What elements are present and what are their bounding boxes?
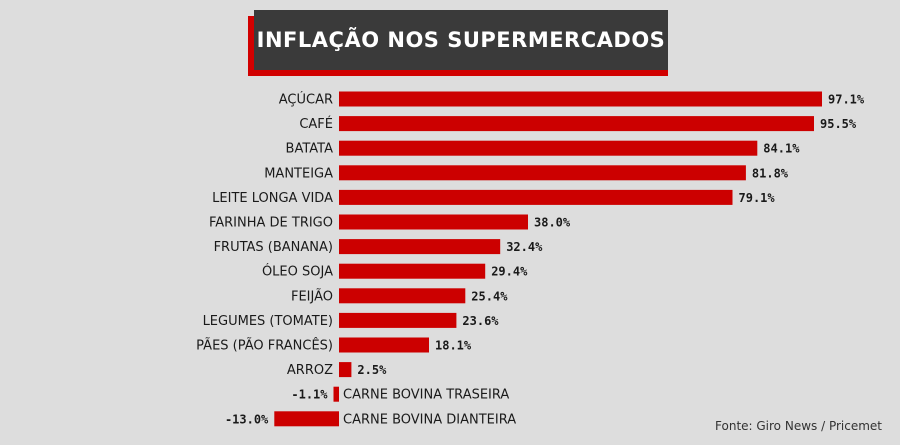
bar — [339, 116, 814, 132]
category-label: PÃES (PÃO FRANCÊS) — [196, 338, 333, 354]
category-label: CARNE BOVINA DIANTEIRA — [343, 412, 516, 427]
category-label: ARROZ — [287, 363, 333, 378]
category-label: AÇÚCAR — [279, 92, 333, 108]
value-label: 84.1% — [763, 142, 800, 156]
value-label: 23.6% — [462, 314, 499, 328]
bar — [339, 91, 822, 107]
category-label: CAFÉ — [299, 116, 333, 132]
bar — [339, 337, 429, 353]
value-label: 79.1% — [739, 191, 776, 205]
bar — [339, 165, 746, 181]
bar — [274, 411, 339, 427]
source-note: Fonte: Giro News / Pricemet — [715, 419, 882, 433]
value-label: 95.5% — [820, 117, 857, 131]
bar — [339, 263, 486, 279]
bar — [339, 239, 501, 255]
value-label: -1.1% — [291, 388, 328, 402]
bar — [339, 214, 528, 230]
value-label: 2.5% — [357, 363, 387, 377]
bar — [339, 362, 352, 378]
bar — [339, 312, 457, 328]
value-label: 97.1% — [828, 93, 865, 107]
category-label: BATATA — [286, 142, 334, 157]
bar — [339, 140, 758, 156]
category-label: ÓLEO SOJA — [262, 264, 333, 280]
category-label: FRUTAS (BANANA) — [214, 240, 333, 255]
chart-title: INFLAÇÃO NOS SUPERMERCADOS — [254, 10, 668, 70]
value-label: 32.4% — [506, 240, 543, 254]
value-label: -13.0% — [225, 412, 269, 426]
category-label: FEIJÃO — [291, 288, 333, 304]
category-label: MANTEIGA — [264, 166, 333, 181]
value-label: 38.0% — [534, 216, 571, 230]
category-label: FARINHA DE TRIGO — [209, 216, 333, 231]
bar — [339, 288, 466, 304]
category-label: LEITE LONGA VIDA — [212, 191, 333, 206]
value-label: 29.4% — [491, 265, 528, 279]
chart-title-banner: INFLAÇÃO NOS SUPERMERCADOS — [248, 10, 674, 76]
value-label: 81.8% — [752, 166, 789, 180]
category-label: CARNE BOVINA TRASEIRA — [343, 388, 509, 403]
value-label: 25.4% — [471, 289, 508, 303]
category-label: LEGUMES (TOMATE) — [203, 314, 333, 329]
value-label: 18.1% — [435, 339, 472, 353]
bar — [333, 386, 339, 402]
bar — [339, 189, 733, 205]
